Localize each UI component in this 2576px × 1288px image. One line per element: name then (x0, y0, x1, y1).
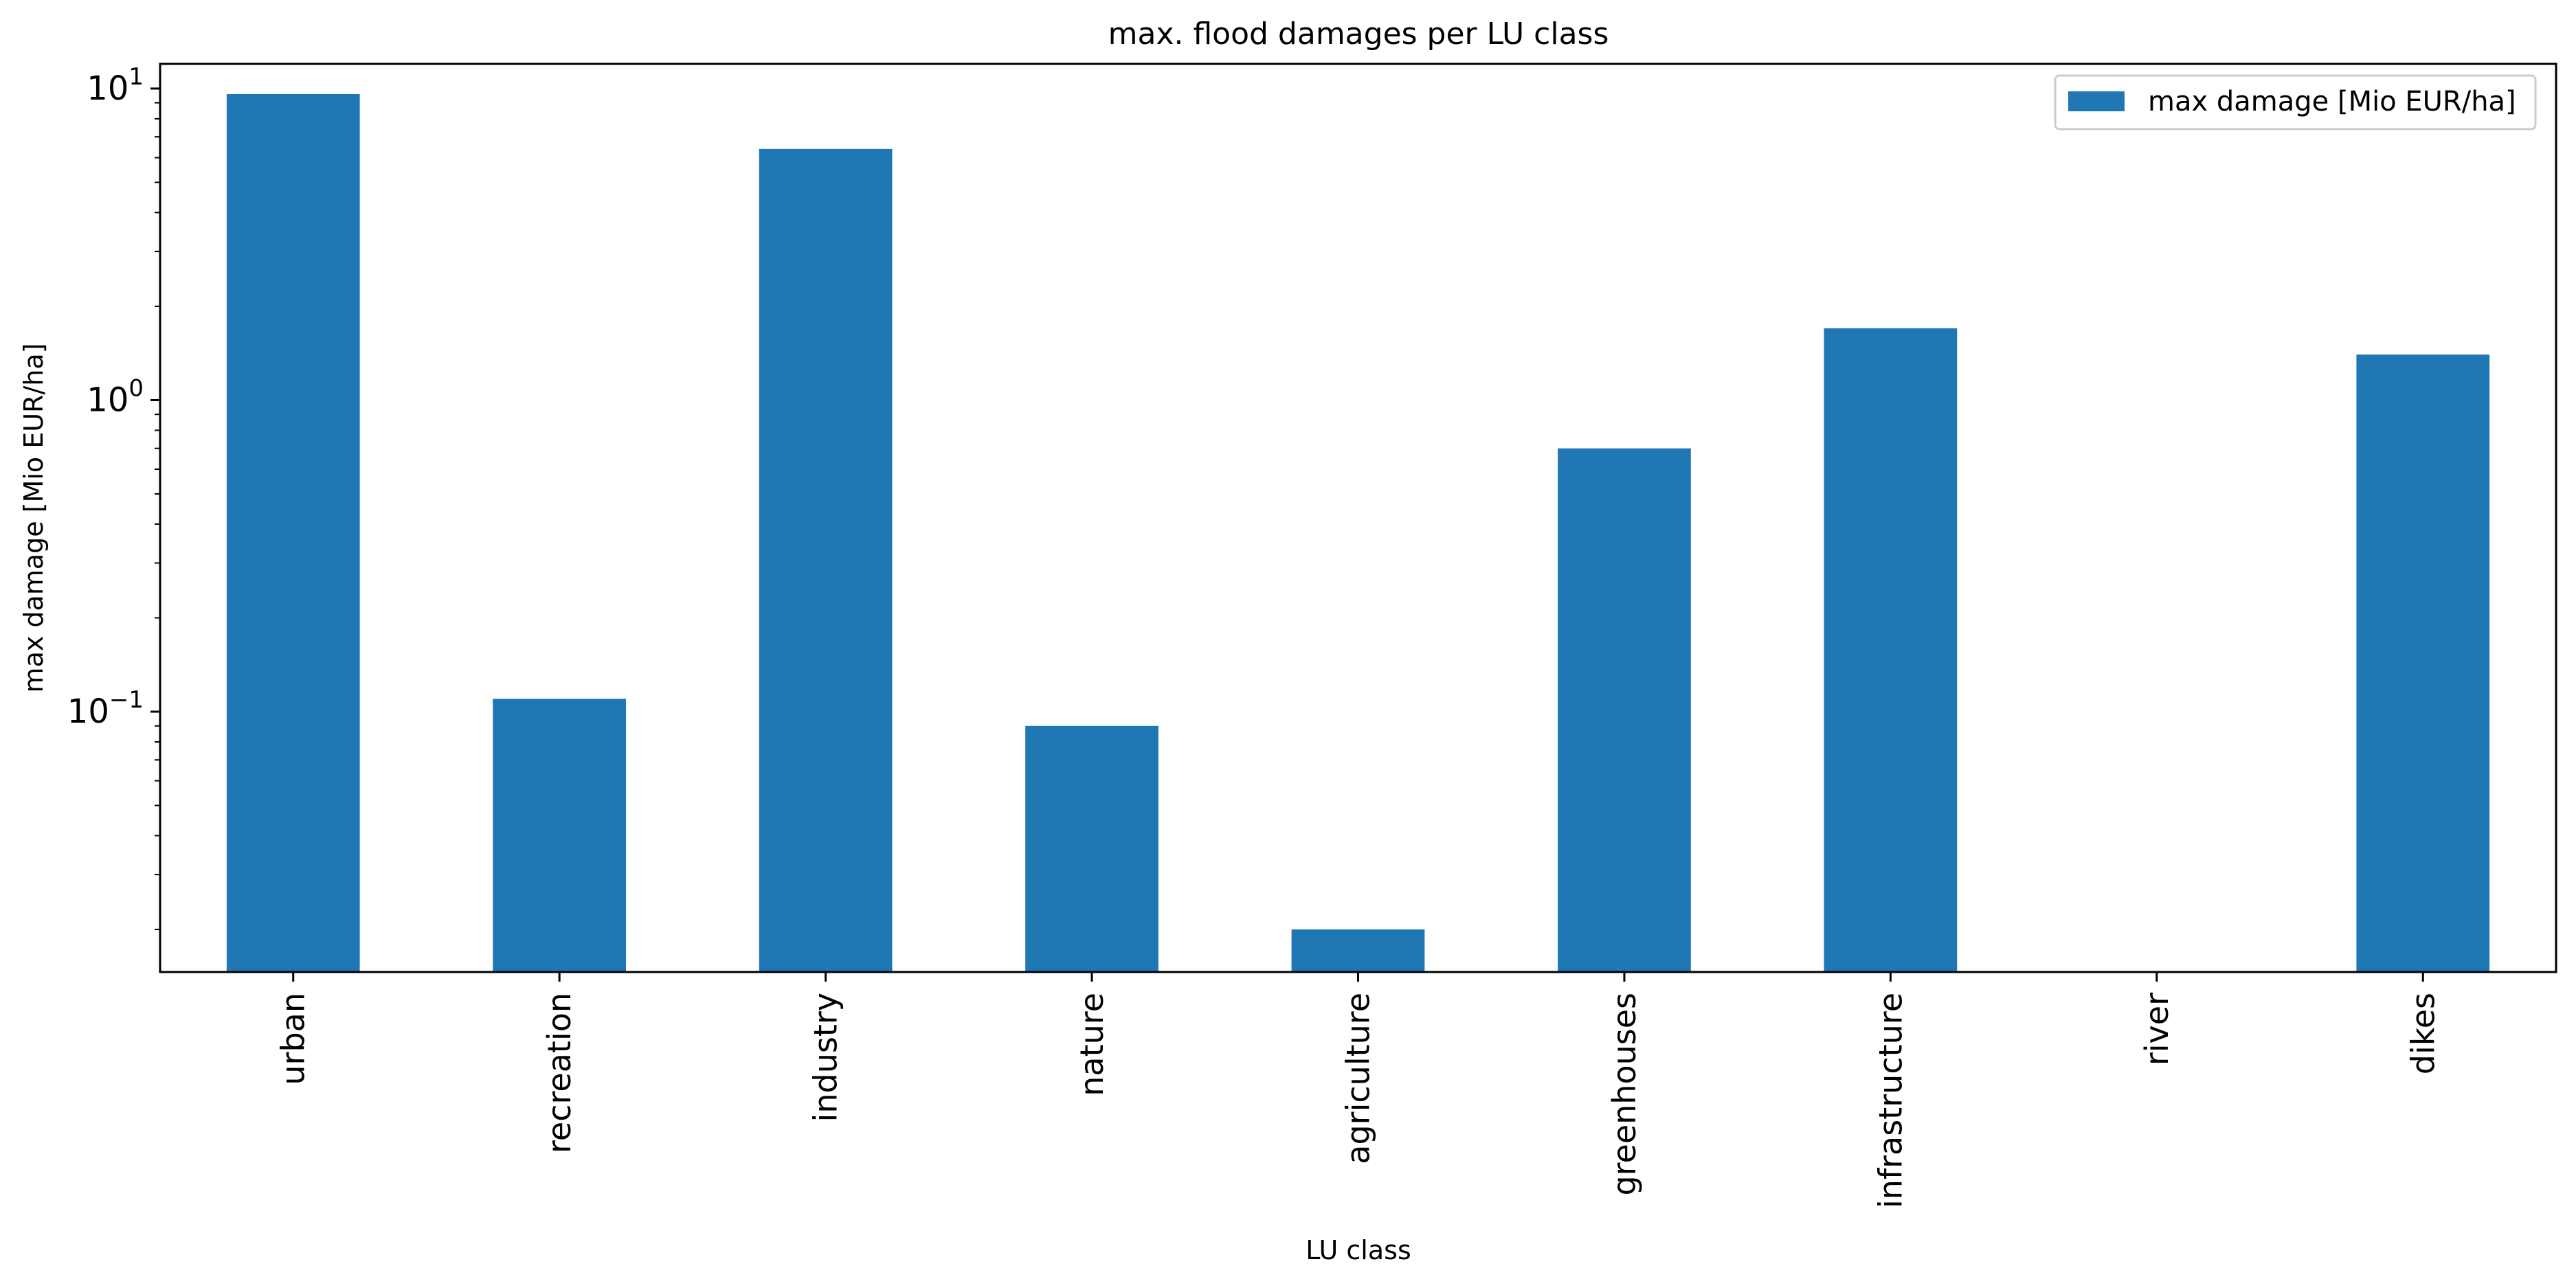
x-tick-label-nature: nature (1073, 993, 1110, 1096)
x-tick-label-river: river (2138, 993, 2175, 1065)
x-tick-label-greenhouses: greenhouses (1606, 993, 1643, 1196)
x-tick-label-recreation: recreation (541, 993, 578, 1153)
bar-infrastructure (1824, 328, 1958, 972)
x-tick-label-infrastructure: infrastructure (1872, 993, 1909, 1208)
y-axis-label: max damage [Mio EUR/ha] (19, 343, 49, 693)
x-tick-label-industry: industry (807, 993, 844, 1122)
x-tick-label-urban: urban (275, 993, 312, 1085)
legend-frame (2054, 74, 2537, 131)
legend-swatch (2068, 91, 2125, 111)
chart-title: max. flood damages per LU class (1108, 16, 1609, 52)
x-axis-label: LU class (1306, 1235, 1411, 1265)
bars (226, 93, 2490, 972)
legend: max damage [Mio EUR/ha] (2054, 74, 2537, 131)
bar-dikes (2356, 354, 2490, 972)
bar-industry (759, 148, 893, 972)
bar-urban (226, 93, 360, 972)
x-tick-label-dikes: dikes (2404, 993, 2441, 1074)
bar-greenhouses (1558, 448, 1691, 972)
plot-area-frame (159, 63, 2557, 973)
x-tick-label-agriculture: agriculture (1340, 993, 1377, 1164)
bar-recreation (493, 699, 627, 972)
legend-label: max damage [Mio EUR/ha] (2148, 86, 2516, 117)
x-tick-labels: urban recreation industry nature agriculture… (275, 993, 2442, 1208)
bar-agriculture (1291, 929, 1425, 972)
bar-nature (1025, 725, 1158, 972)
